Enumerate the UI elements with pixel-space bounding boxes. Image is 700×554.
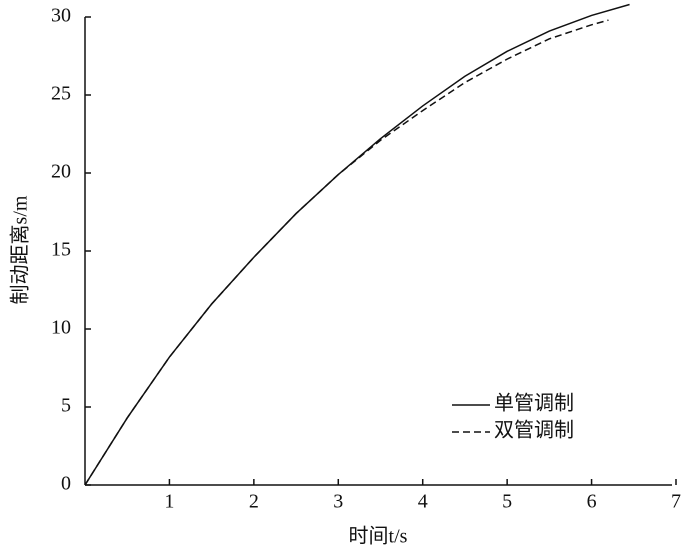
y-axis-label: 制动距离s/m	[9, 195, 32, 304]
y-tick-label: 20	[51, 161, 71, 183]
y-tick-label: 30	[51, 5, 71, 27]
y-tick-label: 25	[51, 83, 71, 105]
x-tick-label: 5	[502, 491, 512, 513]
line-series	[84, 19, 609, 486]
y-tick-label: 5	[61, 395, 71, 417]
y-tick-label: 15	[51, 239, 71, 261]
x-tick-label: 6	[587, 491, 597, 513]
y-tick-label: 10	[51, 317, 71, 339]
x-tick-label: 1	[164, 491, 174, 513]
x-tick-label: 2	[249, 491, 259, 513]
legend-label: 单管调制	[494, 392, 574, 415]
x-tick-label: 7	[671, 491, 681, 513]
y-tick-label: 0	[61, 473, 71, 495]
x-tick-label: 3	[333, 491, 343, 513]
x-tick-label: 4	[418, 491, 428, 513]
x-axis-label: 时间t/s	[349, 525, 408, 548]
legend-label: 双管调制	[494, 419, 574, 442]
